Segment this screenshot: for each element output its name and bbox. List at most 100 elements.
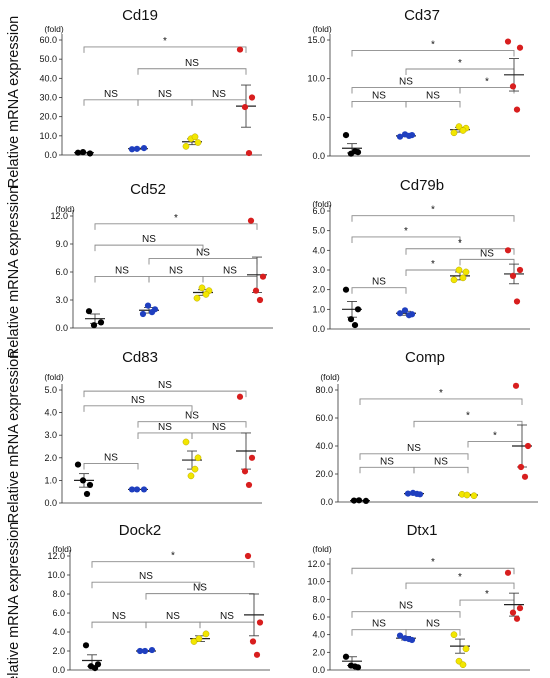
data-point (182, 143, 190, 150)
data-point (133, 145, 141, 152)
y-tick-label: 6.0 (312, 612, 325, 622)
comparison-bracket (137, 99, 193, 106)
group-4 (236, 46, 256, 157)
significance-label: NS (115, 265, 129, 276)
group-4 (247, 217, 267, 304)
data-point (82, 642, 90, 649)
comparison-bracket (83, 390, 247, 398)
significance-label: * (485, 589, 489, 600)
data-point (79, 477, 87, 484)
panel-title: Comp (405, 349, 445, 366)
data-point (248, 94, 256, 101)
group-2 (136, 646, 156, 655)
data-point (136, 647, 144, 655)
significance-label: * (466, 410, 470, 421)
comparison-bracket (202, 276, 258, 283)
y-tick-label: 12.0 (307, 559, 325, 569)
data-point (509, 272, 517, 279)
data-point (74, 461, 82, 468)
significance-label: NS (372, 90, 386, 101)
comparison-bracket (148, 276, 204, 283)
data-point (459, 661, 467, 669)
comparison-bracket (405, 582, 515, 590)
data-point (455, 123, 463, 130)
data-point (396, 133, 404, 140)
group-4 (512, 382, 532, 480)
y-tick-label: 0.0 (44, 498, 57, 508)
comparison-bracket (91, 621, 147, 629)
significance-label: * (404, 226, 408, 237)
group-3 (182, 438, 202, 480)
comparison-bracket (351, 287, 407, 294)
data-point (236, 393, 244, 400)
panel-cd79b: Cd79b (fold) 0.0 1.0 2.0 3.0 4.0 5.0 6.0 * * * * NS NS (312, 177, 530, 334)
data-point (463, 491, 471, 499)
y-tick-label: 6.0 (52, 608, 65, 618)
data-point (139, 310, 147, 318)
group-4 (504, 569, 524, 622)
data-point (128, 486, 136, 493)
data-point (193, 294, 201, 302)
data-point (247, 217, 255, 224)
data-point (521, 473, 529, 480)
data-point (249, 638, 257, 645)
group-3 (182, 133, 202, 150)
comparison-bracket (137, 68, 247, 75)
y-tick-label: 8.0 (312, 594, 325, 604)
group-3 (450, 123, 470, 137)
significance-label: NS (196, 248, 210, 259)
significance-label: NS (193, 583, 207, 594)
y-tick-label: 4.0 (312, 630, 325, 640)
data-point (509, 609, 517, 616)
y-tick-label: 80.0 (315, 385, 333, 395)
panel-comp: Comp (fold) 0.0 20.0 40.0 60.0 80.0 * * * NS NS NS (315, 349, 538, 507)
comparison-bracket (359, 466, 415, 474)
data-point (355, 497, 363, 504)
comparison-bracket (91, 581, 201, 589)
comparison-bracket (351, 567, 515, 575)
significance-label: NS (372, 619, 386, 630)
data-point (517, 463, 525, 471)
comparison-bracket (191, 99, 247, 106)
panel-dock2: Dock2 (fold) 0.0 2.0 4.0 6.0 8.0 10.0 12.0 * NS NS N… (47, 522, 270, 675)
comparison-bracket (83, 99, 139, 106)
data-point (450, 631, 458, 639)
data-point (504, 247, 512, 254)
group-1 (350, 497, 370, 504)
y-tick-label: 20.0 (315, 469, 333, 479)
data-point (252, 287, 260, 294)
significance-label: * (458, 238, 462, 249)
y-tick-label: 12.0 (50, 211, 68, 221)
data-point (462, 645, 470, 653)
y-tick-label: 20.0 (39, 112, 57, 122)
data-point (97, 319, 105, 326)
significance-label: NS (426, 619, 440, 630)
group-1 (82, 642, 102, 672)
comparison-bracket (405, 101, 461, 108)
group-2 (128, 486, 148, 493)
significance-label: * (174, 213, 178, 224)
data-point (144, 302, 152, 309)
data-point (245, 149, 253, 157)
data-point (450, 129, 458, 137)
significance-label: NS (104, 452, 118, 463)
data-point (405, 635, 413, 643)
data-point (404, 490, 412, 497)
data-point (241, 103, 249, 111)
comparison-bracket (405, 629, 461, 636)
significance-label: NS (158, 380, 172, 391)
data-point (354, 306, 362, 313)
comparison-bracket (413, 466, 469, 474)
y-tick-label: 2.0 (44, 453, 57, 463)
panel-title: Cd79b (400, 177, 444, 194)
data-point (194, 139, 202, 146)
data-point (182, 438, 190, 446)
panel-title: Cd37 (404, 7, 440, 24)
y-tick-label: 6.0 (55, 267, 68, 277)
data-point (413, 490, 421, 497)
data-point (396, 310, 404, 317)
y-tick-label: 9.0 (55, 239, 68, 249)
data-point (194, 454, 202, 462)
significance-label: NS (426, 90, 440, 101)
